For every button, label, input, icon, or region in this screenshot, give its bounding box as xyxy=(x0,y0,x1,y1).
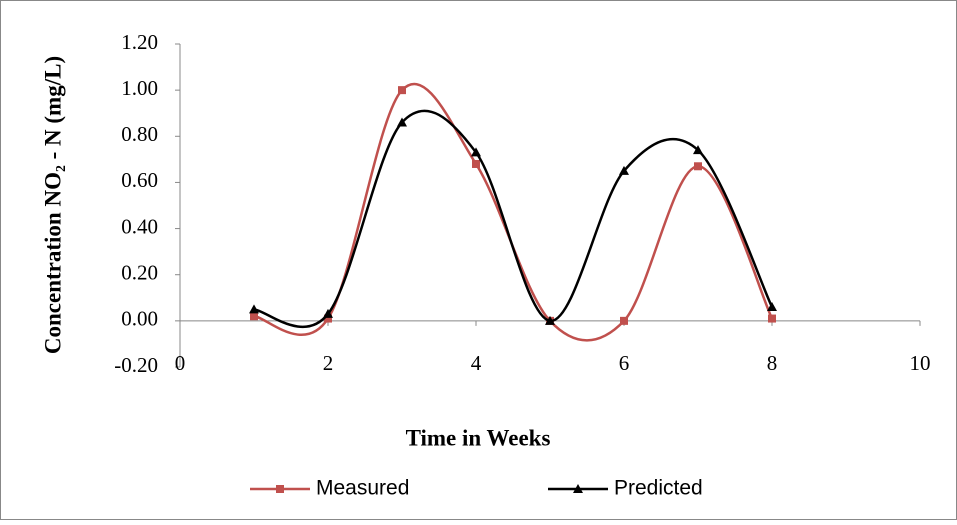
data-point xyxy=(324,314,332,323)
y-tick-label: 0.40 xyxy=(121,214,158,238)
y-tick-label: 1.20 xyxy=(121,30,158,54)
legend-marker xyxy=(573,484,583,493)
data-point xyxy=(250,312,258,321)
series-line xyxy=(253,109,774,328)
data-point xyxy=(694,162,702,171)
y-tick-label: 0.20 xyxy=(121,261,158,285)
x-tick-label: 4 xyxy=(471,351,482,375)
x-tick-label: 8 xyxy=(767,351,778,375)
x-tick-label: 0 xyxy=(175,351,186,375)
x-tick-label: 2 xyxy=(323,351,334,375)
y-tick-label: 1.00 xyxy=(121,76,158,100)
legend-label: Predicted xyxy=(614,477,703,500)
data-point xyxy=(323,308,333,318)
y-tick-label: 0.00 xyxy=(121,307,158,331)
x-tick-label: 10 xyxy=(910,351,931,375)
data-point xyxy=(768,314,776,323)
legend-marker xyxy=(276,485,284,493)
data-point xyxy=(398,86,406,95)
data-point xyxy=(471,147,481,157)
x-axis-title: Time in Weeks xyxy=(406,425,551,450)
data-point xyxy=(472,159,480,168)
data-point xyxy=(619,165,629,175)
y-tick-label: 0.80 xyxy=(121,122,158,146)
data-point xyxy=(693,145,703,155)
data-point xyxy=(545,315,555,325)
y-tick-label: -0.20 xyxy=(114,353,158,377)
data-point xyxy=(620,316,628,325)
y-axis-title: Concentration NO₂ - N (mg/L) xyxy=(40,56,65,354)
data-point xyxy=(397,117,407,127)
data-point xyxy=(249,304,259,314)
legend-label: Measured xyxy=(316,477,409,500)
x-tick-label: 6 xyxy=(619,351,630,375)
y-tick-label: 0.60 xyxy=(121,168,158,192)
data-point xyxy=(767,302,777,312)
